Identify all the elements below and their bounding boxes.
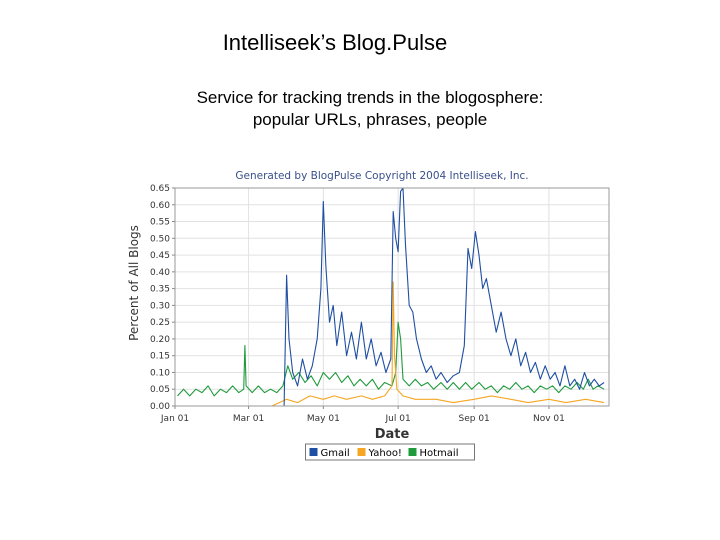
- legend-box: [305, 443, 475, 461]
- x-tick-label: Jul 01: [385, 414, 411, 424]
- legend-label-gmail: Gmail: [321, 448, 350, 459]
- legend-label-yahoo: Yahoo!: [368, 448, 402, 459]
- y-tick-label: 0.00: [150, 402, 170, 412]
- y-tick-label: 0.65: [150, 184, 170, 194]
- x-axis-label: Date: [375, 427, 410, 442]
- plot-area: 0.00 0.05 0.10 0.15 0.20 0.25 0.30 0.35 0.40 0.45…: [150, 184, 610, 424]
- y-tick-label: 0.20: [150, 335, 170, 345]
- slide-subtitle: Service for tracking trends in the blogo…: [120, 87, 620, 131]
- series-line-yahoo: [177, 281, 605, 407]
- y-tick-label: 0.35: [150, 285, 170, 295]
- y-tick-label: 0.30: [150, 301, 170, 311]
- plot-border: [174, 187, 610, 407]
- slide-title: Intelliseek’s Blog.Pulse: [222, 30, 448, 55]
- subtitle-line-1: Service for tracking trends in the blogo…: [196, 88, 544, 107]
- subtitle-line-2: popular URLs, phrases, people: [252, 110, 488, 129]
- x-tick-label: Sep 01: [459, 414, 490, 424]
- legend-swatch-gmail: [309, 448, 318, 456]
- y-tick-label: 0.25: [150, 318, 170, 328]
- y-tick-label: 0.55: [150, 218, 170, 228]
- blog-trend-chart: Generated by BlogPulse Copyright 2004 In…: [127, 170, 610, 461]
- x-tick-label: Jan 01: [160, 414, 189, 424]
- y-axis-label: Percent of All Blogs: [127, 225, 141, 341]
- y-tick-label: 0.05: [150, 385, 170, 395]
- x-tick-label: Mar 01: [233, 414, 264, 424]
- chart-title: Generated by BlogPulse Copyright 2004 In…: [235, 170, 528, 182]
- legend-swatch-yahoo: [357, 448, 366, 456]
- legend-label-hotmail: Hotmail: [420, 448, 459, 459]
- legend-swatch-hotmail: [408, 448, 417, 456]
- y-tick-label: 0.10: [150, 368, 170, 378]
- y-tick-label: 0.50: [150, 234, 170, 244]
- y-tick-label: 0.45: [150, 251, 170, 261]
- y-tick-label: 0.60: [150, 201, 170, 211]
- y-tick-label: 0.15: [150, 352, 170, 362]
- x-tick-label: Nov 01: [533, 414, 565, 424]
- x-tick-label: May 01: [307, 414, 340, 424]
- series-line-gmail: [283, 187, 605, 407]
- legend: Gmail Yahoo! Hotmail: [305, 443, 475, 461]
- y-tick-label: 0.40: [150, 268, 170, 278]
